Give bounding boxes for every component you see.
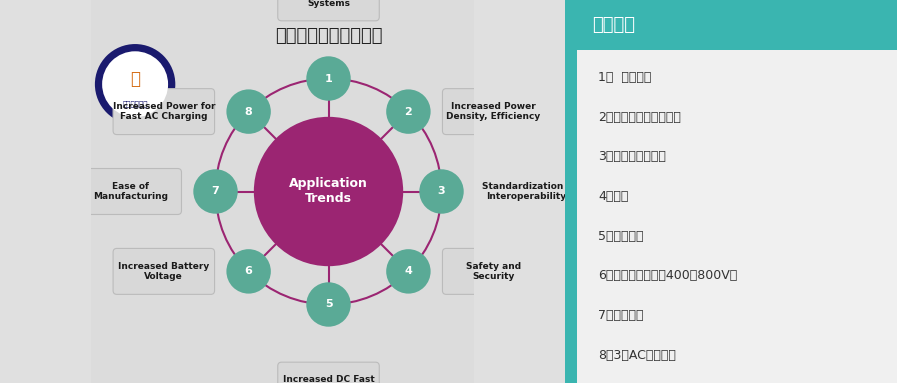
Text: 8: 8 <box>245 106 252 116</box>
Text: 1: 1 <box>325 74 333 83</box>
Text: Standardization /
Interoperability: Standardization / Interoperability <box>483 182 570 201</box>
FancyBboxPatch shape <box>565 0 897 383</box>
Text: 3: 3 <box>438 187 445 196</box>
Text: 7）易于制造: 7）易于制造 <box>598 309 644 322</box>
Text: Safety and
Security: Safety and Security <box>466 262 521 281</box>
FancyBboxPatch shape <box>80 169 181 214</box>
Circle shape <box>306 56 351 101</box>
Circle shape <box>387 89 431 134</box>
Circle shape <box>387 249 431 294</box>
Circle shape <box>102 51 168 117</box>
Text: 4）安全: 4）安全 <box>598 190 629 203</box>
Text: 2: 2 <box>405 106 413 116</box>
Text: 4: 4 <box>405 267 413 277</box>
Text: Integration of
Systems: Integration of Systems <box>293 0 364 8</box>
Text: Increased Battery
Voltage: Increased Battery Voltage <box>118 262 210 281</box>
Text: 3）标准化，互通性: 3）标准化，互通性 <box>598 150 666 163</box>
FancyBboxPatch shape <box>565 50 577 383</box>
FancyBboxPatch shape <box>113 88 214 134</box>
Text: Increased DC Fast
Charging Infrastructure: Increased DC Fast Charging Infrastructur… <box>268 375 389 383</box>
Text: 🚗: 🚗 <box>130 70 140 88</box>
Text: 6）电池更高电压（400到800V）: 6）电池更高电压（400到800V） <box>598 270 737 283</box>
Text: 趋势发展: 趋势发展 <box>592 16 635 34</box>
FancyBboxPatch shape <box>278 362 379 383</box>
FancyBboxPatch shape <box>278 0 379 21</box>
FancyBboxPatch shape <box>442 88 544 134</box>
Text: 2）功率密度和效率提升: 2）功率密度和效率提升 <box>598 111 681 124</box>
FancyBboxPatch shape <box>442 249 544 295</box>
Text: 8）3相AC快速充电: 8）3相AC快速充电 <box>598 349 676 362</box>
Text: Application
Trends: Application Trends <box>289 177 368 206</box>
Text: 车载充电机的八大趋势: 车载充电机的八大趋势 <box>274 27 382 45</box>
Text: 5）直流充电: 5）直流充电 <box>598 230 644 243</box>
Text: Increased Power
Density, Efficiency: Increased Power Density, Efficiency <box>446 102 540 121</box>
FancyBboxPatch shape <box>565 0 897 50</box>
Text: Ease of
Manufacturing: Ease of Manufacturing <box>93 182 169 201</box>
Circle shape <box>226 249 271 294</box>
Circle shape <box>306 282 351 327</box>
Circle shape <box>419 169 464 214</box>
Circle shape <box>254 117 403 266</box>
Text: 7: 7 <box>212 187 220 196</box>
Text: 6: 6 <box>245 267 253 277</box>
Text: Increased Power for
Fast AC Charging: Increased Power for Fast AC Charging <box>113 102 215 121</box>
Text: 5: 5 <box>325 300 332 309</box>
FancyBboxPatch shape <box>91 0 474 383</box>
Circle shape <box>194 169 238 214</box>
Circle shape <box>95 44 175 124</box>
Text: 1）  系统整合: 1） 系统整合 <box>598 71 652 84</box>
FancyBboxPatch shape <box>113 249 214 295</box>
FancyBboxPatch shape <box>475 169 577 214</box>
Text: 汽车电子设计: 汽车电子设计 <box>122 100 148 107</box>
Circle shape <box>226 89 271 134</box>
